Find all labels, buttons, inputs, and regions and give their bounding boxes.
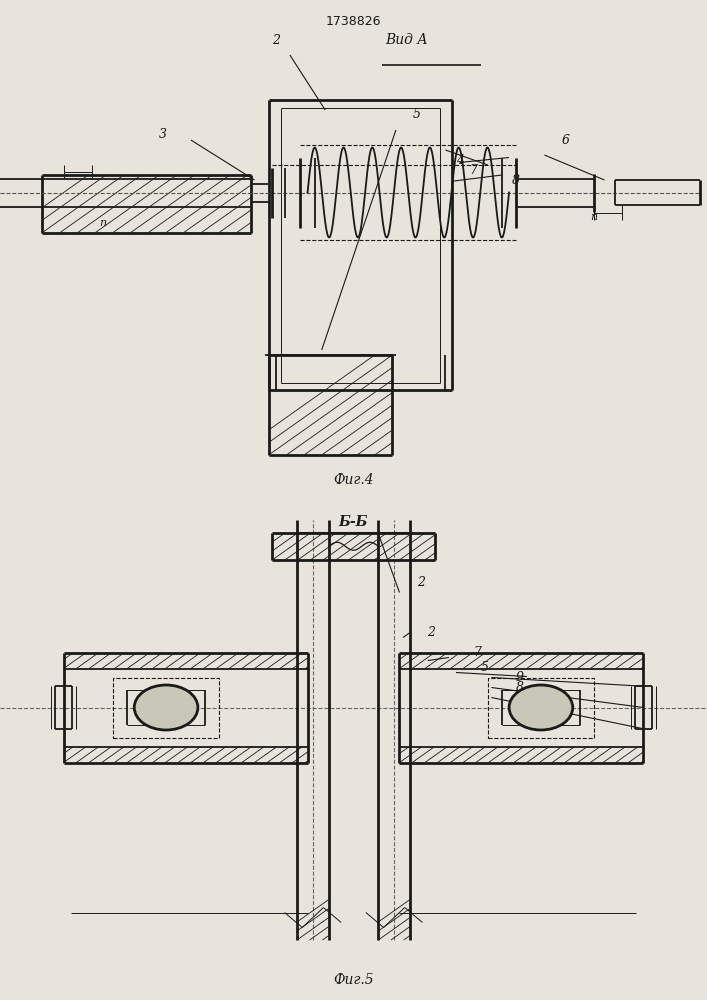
Text: n: n xyxy=(99,218,106,228)
Text: n: n xyxy=(590,213,597,223)
Text: Вид А: Вид А xyxy=(385,32,428,46)
Circle shape xyxy=(134,685,198,730)
Text: 8: 8 xyxy=(512,174,520,186)
Text: 6: 6 xyxy=(561,133,570,146)
Text: 3: 3 xyxy=(158,128,167,141)
Text: 2: 2 xyxy=(416,576,425,589)
Bar xyxy=(113,678,219,738)
Text: 1738826: 1738826 xyxy=(326,15,381,28)
Text: 2: 2 xyxy=(271,33,280,46)
Text: 4: 4 xyxy=(455,153,464,166)
Text: 7: 7 xyxy=(469,163,478,176)
Text: Фиг.4: Фиг.4 xyxy=(333,473,374,487)
Text: 5: 5 xyxy=(480,661,489,674)
Text: Б-Б: Б-Б xyxy=(339,515,368,529)
Text: 7: 7 xyxy=(473,646,481,659)
Text: Фиг.5: Фиг.5 xyxy=(333,973,374,987)
Text: 3: 3 xyxy=(515,691,524,704)
Text: 2: 2 xyxy=(427,626,436,639)
Text: 8: 8 xyxy=(515,681,524,694)
Text: 5: 5 xyxy=(413,108,421,121)
Circle shape xyxy=(509,685,573,730)
Bar xyxy=(488,678,594,738)
Text: 9: 9 xyxy=(515,671,524,684)
